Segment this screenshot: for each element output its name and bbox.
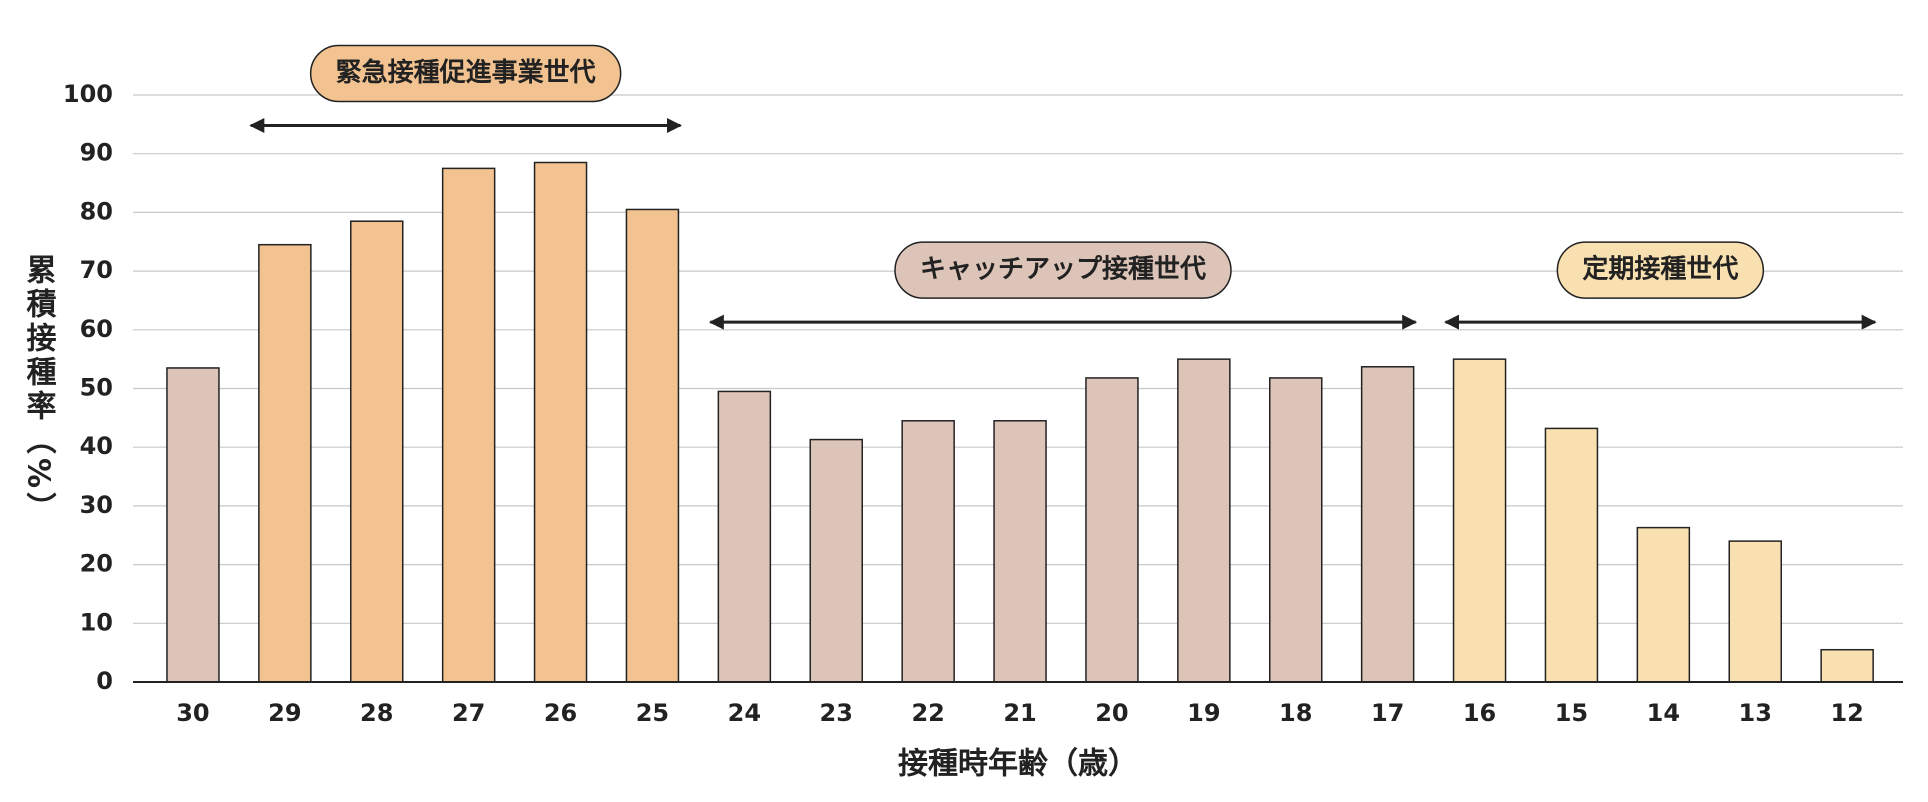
annotation-pill <box>1556 241 1765 299</box>
x-tick-label: 12 <box>1830 699 1863 727</box>
y-axis-title: 累積接種率（%） <box>21 254 57 526</box>
y-tick-label: 80 <box>80 197 113 225</box>
x-tick-label: 20 <box>1095 699 1128 727</box>
x-tick-label: 29 <box>268 699 301 727</box>
x-tick-label: 14 <box>1647 699 1680 727</box>
bar <box>809 438 863 683</box>
y-tick-label: 70 <box>80 256 113 284</box>
bar <box>350 220 404 683</box>
x-tick-label: 15 <box>1555 699 1588 727</box>
bar <box>1085 377 1139 683</box>
y-tick-label: 90 <box>80 139 113 167</box>
x-tick-label: 18 <box>1279 699 1312 727</box>
bar <box>1544 427 1599 683</box>
y-tick-label: 30 <box>80 491 113 519</box>
bar <box>1269 377 1323 683</box>
bar <box>441 167 496 683</box>
x-tick-label: 23 <box>820 699 853 727</box>
bar <box>258 243 312 683</box>
bar <box>1177 358 1231 683</box>
y-tick-label: 20 <box>80 550 113 578</box>
y-tick-label: 60 <box>80 315 113 343</box>
x-tick-label: 19 <box>1187 699 1220 727</box>
bar <box>1728 540 1782 683</box>
bar <box>533 161 588 683</box>
x-tick-label: 24 <box>728 699 761 727</box>
bar <box>1360 366 1415 683</box>
y-tick-label: 10 <box>80 608 113 636</box>
x-axis-title: 接種時年齢（歳） <box>898 747 1138 782</box>
x-tick-label: 22 <box>911 699 944 727</box>
annotation-label: 緊急接種促進事業世代 <box>336 58 596 88</box>
y-tick-label: 100 <box>63 80 113 108</box>
bar <box>166 367 220 683</box>
x-tick-label: 27 <box>452 699 485 727</box>
annotation-label: キャッチアップ接種世代 <box>920 255 1206 285</box>
x-tick-label: 17 <box>1371 699 1404 727</box>
bar <box>1452 358 1507 683</box>
y-tick-label: 50 <box>80 374 113 402</box>
annotation-pill <box>894 241 1232 299</box>
x-tick-label: 13 <box>1739 699 1772 727</box>
x-tick-label: 25 <box>636 699 669 727</box>
annotation-label: 定期接種世代 <box>1582 254 1738 285</box>
bar <box>1636 526 1691 683</box>
x-tick-label: 28 <box>360 699 393 727</box>
x-tick-label: 26 <box>544 699 577 727</box>
bar <box>717 390 772 683</box>
bar <box>901 420 955 683</box>
annotation-pill <box>309 44 622 103</box>
bar <box>625 208 680 683</box>
x-tick-label: 21 <box>1003 699 1036 727</box>
bar <box>993 420 1047 683</box>
x-tick-label: 30 <box>176 699 209 727</box>
y-tick-label: 0 <box>96 667 113 695</box>
bar <box>1820 648 1874 683</box>
x-tick-label: 16 <box>1463 699 1496 727</box>
y-tick-label: 40 <box>80 432 113 460</box>
